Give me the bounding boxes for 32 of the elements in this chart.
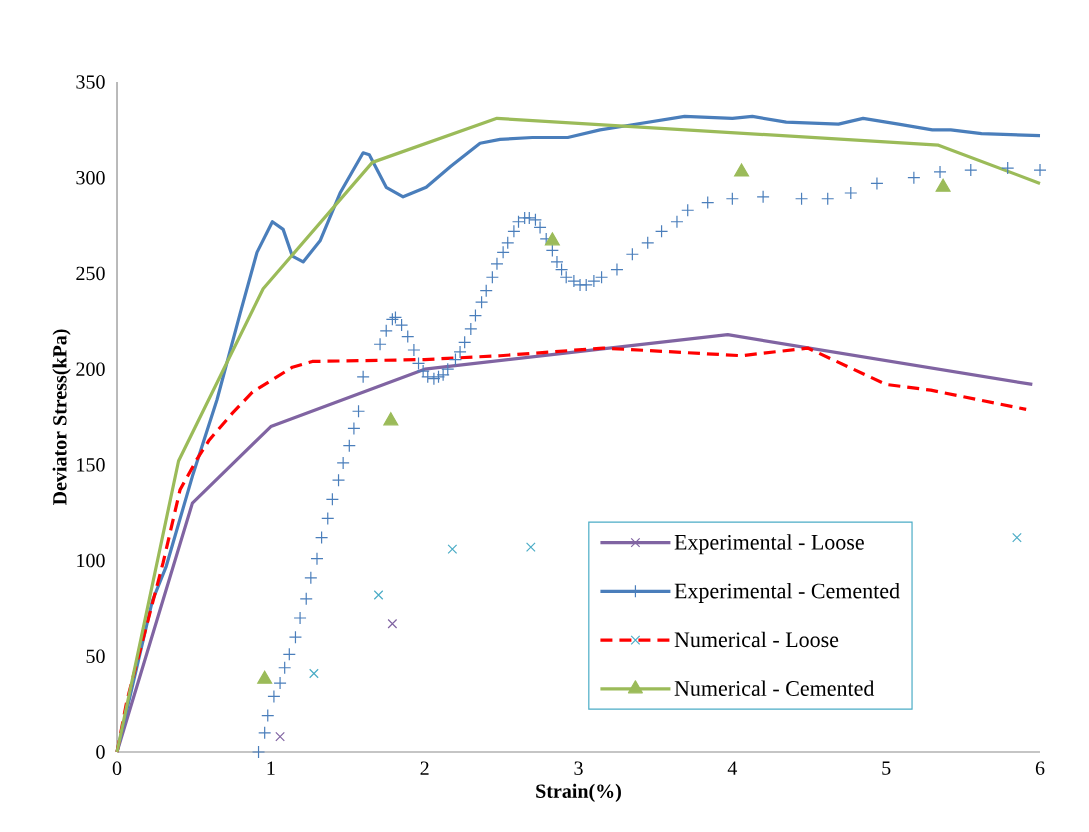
legend-label: Numerical - Cemented <box>674 680 875 696</box>
x-tick-label: 4 <box>727 761 738 775</box>
x-tick-label: 5 <box>882 761 891 775</box>
point <box>935 178 951 192</box>
point <box>1012 532 1022 543</box>
y-tick-label: 250 <box>76 266 105 281</box>
y-tick-label: 150 <box>77 458 105 472</box>
point <box>275 731 285 742</box>
legend-label: Numerical - Loose <box>674 631 839 648</box>
point <box>734 163 750 177</box>
point <box>373 590 384 600</box>
point <box>383 412 399 426</box>
y-tick-label: 50 <box>86 649 105 664</box>
x-tick-label: 2 <box>420 761 429 775</box>
y-tick-label: 100 <box>77 553 105 568</box>
point <box>387 618 398 629</box>
y-tick-label: 300 <box>76 170 105 185</box>
legend-label: Experimental - Cemented <box>674 582 900 603</box>
x-tick-label: 1 <box>267 761 275 775</box>
x-axis-title: Strain(%) <box>536 783 621 802</box>
x-tick-label: 3 <box>574 761 583 775</box>
point <box>447 544 458 554</box>
y-tick-label: 0 <box>96 745 105 759</box>
y-tick-label: 350 <box>76 75 105 89</box>
y-axis-title: Deviator Stress(kPa) <box>52 329 71 506</box>
legend-label: Experimental - Loose <box>674 534 864 555</box>
point <box>309 668 319 679</box>
point <box>544 232 560 246</box>
y-tick-label: 200 <box>76 362 105 376</box>
point <box>525 542 536 552</box>
x-tick-label: 0 <box>112 761 122 776</box>
x-tick-label: 6 <box>1035 761 1045 775</box>
